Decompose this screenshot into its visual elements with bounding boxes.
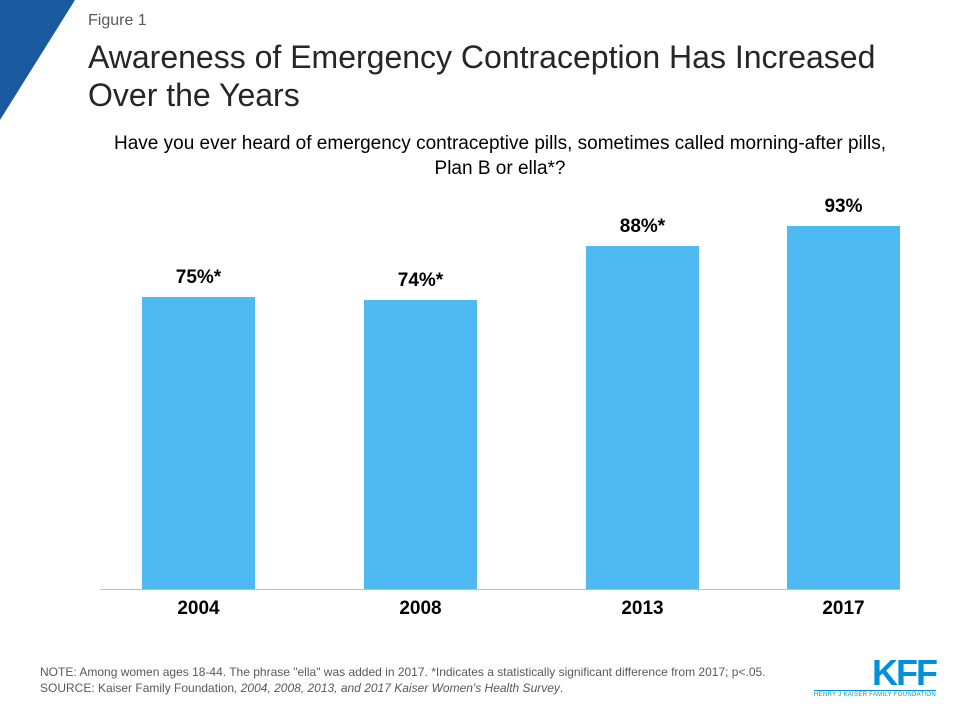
source-text-c: .: [560, 681, 563, 695]
plot-area: 75%* 74%* 88%* 93%: [100, 200, 900, 590]
x-axis-label: 2004: [142, 598, 255, 620]
note-text: Among women ages 18-44. The phrase "ella…: [79, 665, 765, 679]
chart-title: Awareness of Emergency Contraception Has…: [88, 38, 920, 115]
chart-subtitle: Have you ever heard of emergency contrac…: [100, 132, 900, 181]
source-prefix: SOURCE:: [40, 681, 98, 695]
note-prefix: NOTE:: [40, 665, 79, 679]
kff-logo-subtext: HENRY J KAISER FAMILY FOUNDATION: [814, 690, 936, 698]
bar: 93%: [787, 226, 900, 589]
kff-logo: KFF HENRY J KAISER FAMILY FOUNDATION: [814, 657, 936, 698]
corner-triangle-decoration: [0, 0, 75, 120]
bar: 88%*: [586, 246, 699, 589]
bar-chart: 75%* 74%* 88%* 93% 2004 2008 2013 2017: [100, 200, 900, 620]
x-axis-label: 2008: [364, 598, 477, 620]
bar-value-label: 74%*: [364, 270, 477, 292]
bar: 75%*: [142, 297, 255, 590]
footnotes: NOTE: Among women ages 18-44. The phrase…: [40, 664, 830, 696]
source-text-b: , 2004, 2008, 2013, and 2017 Kaiser Wome…: [234, 681, 560, 695]
figure-label: Figure 1: [88, 12, 147, 30]
bar-value-label: 88%*: [586, 216, 699, 238]
bar: 74%*: [364, 300, 477, 589]
source-text-a: Kaiser Family Foundation: [98, 681, 234, 695]
bar-value-label: 75%*: [142, 267, 255, 289]
kff-logo-text: KFF: [814, 657, 936, 689]
bar-value-label: 93%: [787, 196, 900, 218]
x-axis-label: 2017: [787, 598, 900, 620]
x-axis-label: 2013: [586, 598, 699, 620]
